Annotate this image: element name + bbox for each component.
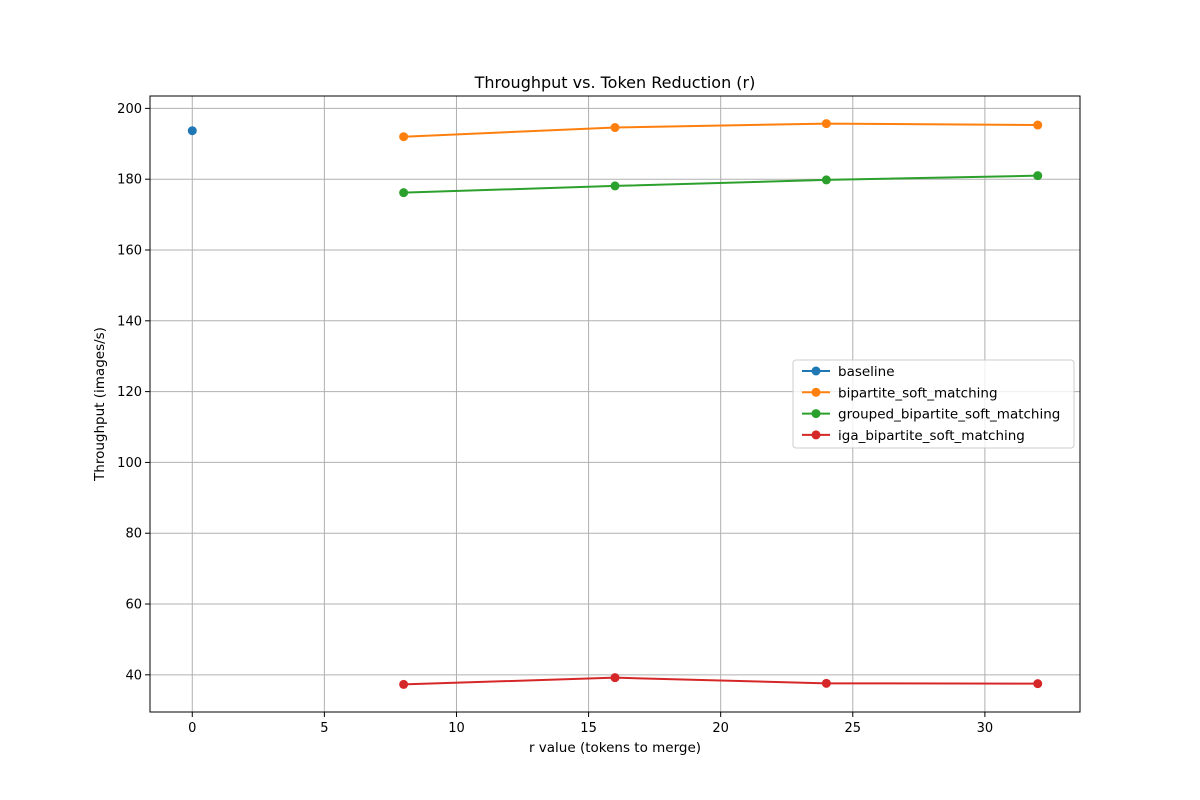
y-tick-label: 180 xyxy=(117,173,142,188)
x-axis: 0 5 10 15 20 25 30 xyxy=(188,712,993,736)
series-line xyxy=(403,122,1038,138)
x-tick-label: 25 xyxy=(845,721,862,736)
data-point xyxy=(399,188,409,198)
y-tick-label: 160 xyxy=(117,244,142,259)
data-point xyxy=(821,175,831,185)
legend-marker xyxy=(811,430,821,440)
legend-marker xyxy=(811,409,821,419)
y-tick-label: 200 xyxy=(117,102,142,117)
data-point xyxy=(610,123,620,133)
legend-label: bipartite_soft_matching xyxy=(838,385,998,401)
legend-item: baseline xyxy=(802,364,895,380)
data-point xyxy=(610,673,620,683)
y-tick-label: 120 xyxy=(117,385,142,400)
legend-box xyxy=(792,359,1075,449)
legend-label: baseline xyxy=(838,364,895,380)
x-tick-label: 20 xyxy=(712,721,729,736)
data-point xyxy=(1033,679,1043,689)
chart-title: Throughput vs. Token Reduction (r) xyxy=(474,73,756,92)
x-axis-label: r value (tokens to merge) xyxy=(529,740,701,756)
data-point xyxy=(187,126,197,136)
legend-item: iga_bipartite_soft_matching xyxy=(802,428,1025,444)
series-line xyxy=(403,174,1038,194)
y-axis-label: Throughput (images/s) xyxy=(92,327,108,482)
legend-marker xyxy=(811,387,821,397)
legend-label: iga_bipartite_soft_matching xyxy=(838,428,1025,444)
x-tick-label: 5 xyxy=(320,721,328,736)
legend-item: grouped_bipartite_soft_matching xyxy=(802,407,1060,423)
legend-label: grouped_bipartite_soft_matching xyxy=(838,407,1060,423)
y-tick-label: 80 xyxy=(125,527,142,542)
data-point xyxy=(399,679,409,689)
data-point xyxy=(1033,171,1043,181)
series-grouped_bipartite_soft_matching xyxy=(399,171,1043,198)
data-point xyxy=(610,181,620,191)
series-layer xyxy=(187,119,1043,689)
legend: baseline bipartite_soft_matching grouped_b… xyxy=(792,359,1075,449)
x-tick-label: 0 xyxy=(188,721,196,736)
plot-frame xyxy=(149,95,1081,713)
series-iga_bipartite_soft_matching xyxy=(399,673,1043,689)
series-line xyxy=(403,676,1038,686)
data-point xyxy=(399,132,409,142)
x-tick-label: 15 xyxy=(580,721,597,736)
data-point xyxy=(821,119,831,129)
data-point xyxy=(821,678,831,688)
series-bipartite_soft_matching xyxy=(399,119,1043,142)
y-axis: 40 60 80 100 120 140 160 180 200 xyxy=(117,102,150,683)
y-tick-label: 40 xyxy=(125,668,142,683)
series-baseline xyxy=(187,126,197,136)
y-tick-label: 60 xyxy=(125,598,142,613)
grid-lines xyxy=(150,96,1080,712)
x-tick-label: 30 xyxy=(977,721,994,736)
data-point xyxy=(1033,120,1043,130)
x-tick-label: 10 xyxy=(448,721,465,736)
legend-marker xyxy=(811,366,821,376)
y-tick-label: 100 xyxy=(117,456,142,471)
legend-item: bipartite_soft_matching xyxy=(802,385,998,401)
y-tick-label: 140 xyxy=(117,314,142,329)
